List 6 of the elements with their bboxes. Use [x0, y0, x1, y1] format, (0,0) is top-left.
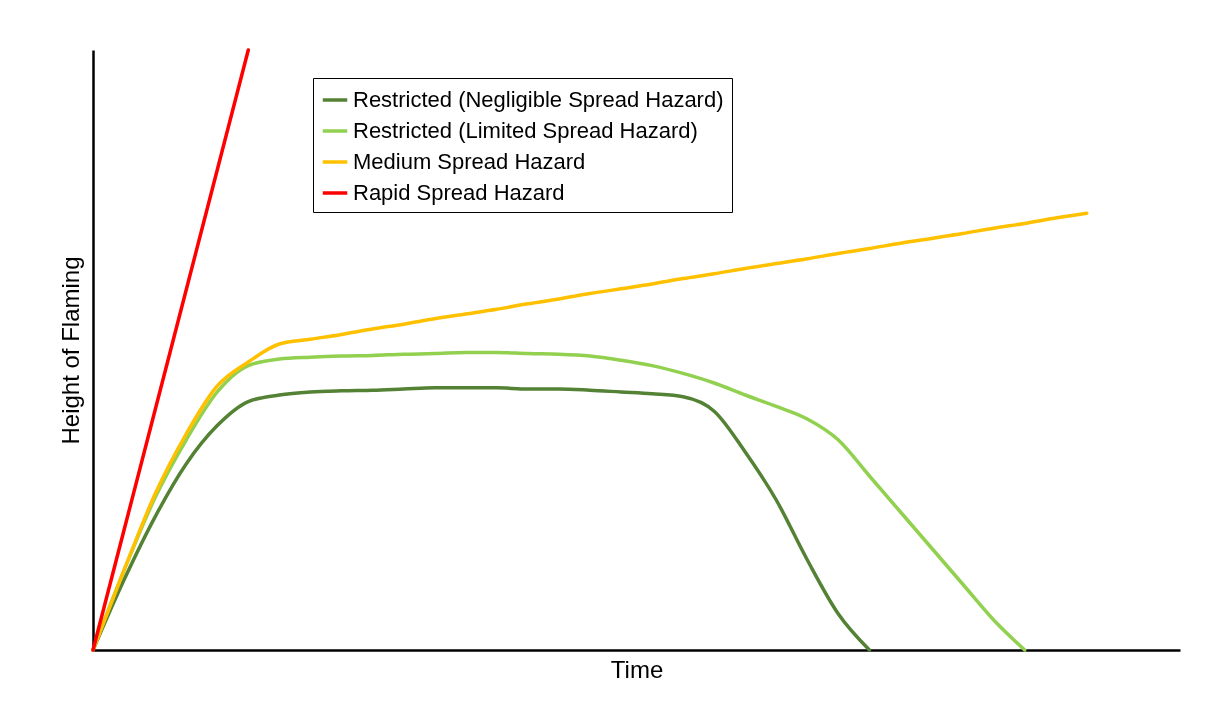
legend-label: Medium Spread Hazard: [353, 149, 586, 174]
legend-label: Restricted (Negligible Spread Hazard): [353, 87, 724, 112]
x-axis-title: Time: [610, 655, 664, 683]
y-axis-title: Height of Flaming: [56, 256, 84, 445]
legend-label: Restricted (Limited Spread Hazard): [353, 118, 698, 143]
legend-label: Rapid Spread Hazard: [353, 180, 565, 205]
